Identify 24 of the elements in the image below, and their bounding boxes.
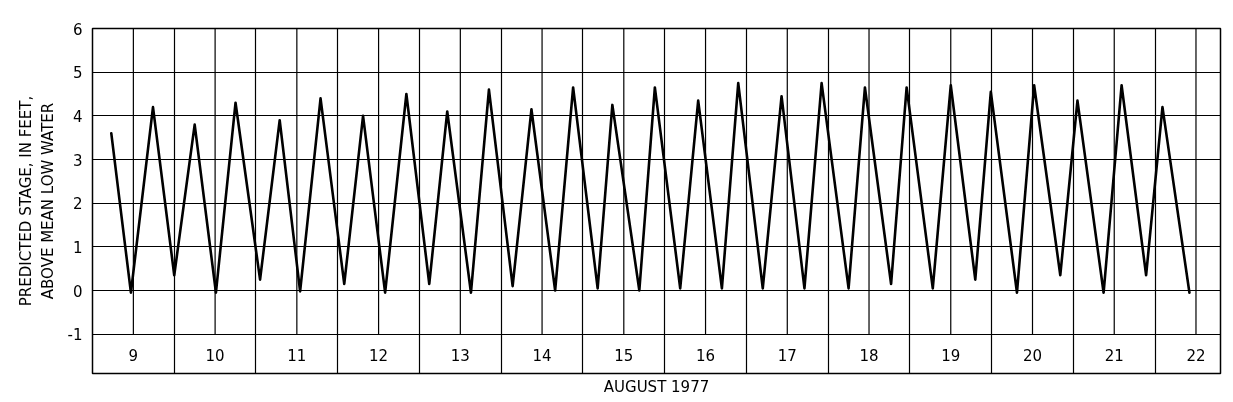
x-tick-label: 22	[1186, 346, 1206, 365]
y-tick-label: 2	[72, 195, 83, 214]
x-tick-label: 19	[941, 346, 961, 365]
x-tick-label: 15	[614, 346, 634, 365]
y-tick-label: 5	[72, 64, 83, 83]
y-tick-label: 1	[72, 238, 83, 257]
y-tick-label: 3	[72, 151, 83, 170]
x-tick-label: 20	[1022, 346, 1043, 365]
y-tick-label: -1	[67, 326, 83, 345]
x-tick-label: 11	[287, 346, 307, 365]
x-tick-label: 13	[450, 346, 470, 365]
x-tick-label: 17	[777, 346, 797, 365]
y-tick-label: 0	[72, 282, 83, 301]
x-tick-label: 16	[696, 346, 716, 365]
y-axis-title: PREDICTED STAGE, IN FEET, ABOVE MEAN LOW WATER	[16, 95, 57, 307]
x-tick-label: 10	[205, 346, 225, 365]
x-axis-title: AUGUST 1977	[603, 377, 710, 396]
y-tick-label: 4	[72, 107, 83, 126]
x-tick-label: 9	[128, 346, 139, 365]
y-tick-label: 6	[72, 20, 83, 39]
x-tick-label: 21	[1104, 346, 1124, 365]
x-tick-label: 18	[859, 346, 879, 365]
x-tick-label: 12	[369, 346, 389, 365]
x-tick-label: 14	[532, 346, 552, 365]
